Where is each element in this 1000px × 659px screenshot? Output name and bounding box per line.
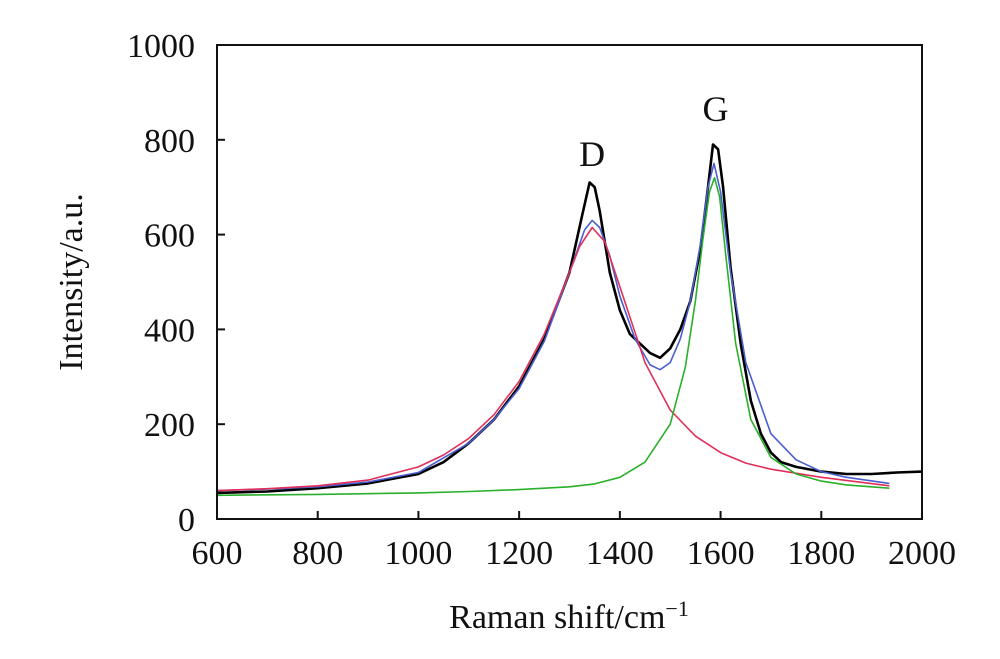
plot-lines [216,143,923,497]
peak-annotations: DG [579,89,728,174]
y-tick-label: 1000 [127,28,195,65]
y-tick-label: 0 [178,502,195,539]
series-line-1 [216,143,923,495]
y-tick-label: 600 [144,218,195,255]
x-tick-label: 1400 [586,535,654,572]
x-tick-label: 1000 [384,535,452,572]
x-tick-label: 2000 [888,535,956,572]
x-axis-title-text: Raman shift/cm [449,599,665,636]
y-axis-title: Intensity/a.u. [53,193,90,371]
series-line-4 [216,176,890,497]
x-axis-title-superscript: −1 [665,596,688,621]
series-line-2 [216,162,890,492]
axis-ticks [216,44,923,520]
x-tick-label: 800 [292,535,343,572]
x-tick-label: 1800 [787,535,855,572]
x-tick-label: 600 [192,535,243,572]
y-tick-label: 400 [144,312,195,349]
x-tick-label: 1600 [687,535,755,572]
axis-tick-labels: 600 800 1000 1200 1400 1600 1800 2000 0 200 400 600… [127,28,956,572]
series-line-3 [216,226,890,492]
peak-label-D: D [579,134,605,174]
x-axis-title: Raman shift/cm−1 [449,596,689,636]
y-tick-label: 800 [144,123,195,160]
plot-frame [216,44,923,520]
y-tick-label: 200 [144,407,195,444]
peak-label-G: G [703,89,729,129]
x-tick-label: 1200 [485,535,553,572]
